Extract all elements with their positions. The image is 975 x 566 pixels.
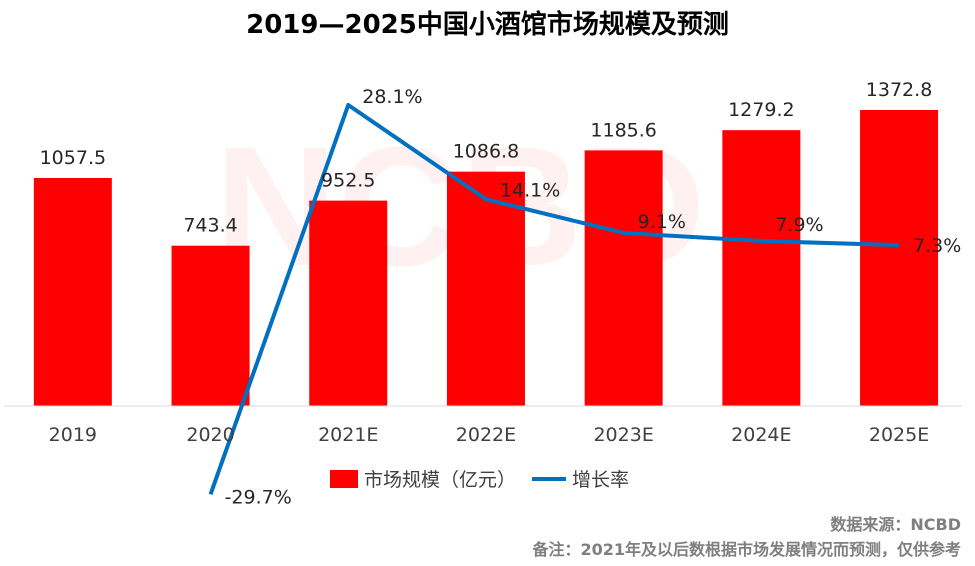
x-tick-label: 2019 <box>49 424 97 446</box>
bars-layer <box>33 110 939 406</box>
x-tick-label: 2022E <box>456 424 516 446</box>
growth-value-label: 7.3% <box>913 235 961 257</box>
footer: 数据来源：NCBD 备注：2021年及以后数根据市场发展情况而预测，仅供参考 <box>532 512 961 562</box>
bar-2021E <box>309 200 388 406</box>
bar-value-label: 1279.2 <box>728 99 794 121</box>
growth-value-label: 14.1% <box>500 179 560 201</box>
forecast-note: 备注：2021年及以后数根据市场发展情况而预测，仅供参考 <box>532 540 961 559</box>
x-tick-label: 2023E <box>593 424 653 446</box>
chart-title: 2019—2025中国小酒馆市场规模及预测 <box>246 10 729 40</box>
x-tick-label: 2021E <box>318 424 378 446</box>
legend: 市场规模（亿元） 增长率 <box>330 469 629 491</box>
bar-value-label: 1185.6 <box>590 119 656 141</box>
x-tick-label: 2024E <box>731 424 791 446</box>
legend-line-label: 增长率 <box>572 469 629 491</box>
bar-value-label: 1086.8 <box>453 141 519 163</box>
bar-value-label: 952.5 <box>321 170 375 192</box>
labels-layer: 1057.5 2019 743.4 2020 952.5 2021E 1086.8 2022E… <box>40 79 962 508</box>
bar-2023E <box>584 150 663 406</box>
growth-value-label: 28.1% <box>362 86 422 108</box>
bar-2019 <box>33 177 112 406</box>
growth-value-label: 9.1% <box>638 211 686 233</box>
bar-2020 <box>171 245 250 406</box>
growth-line <box>208 102 900 495</box>
bar-value-label: 1372.8 <box>866 79 932 101</box>
x-tick-label: 2025E <box>869 424 929 446</box>
legend-bar-swatch <box>330 470 358 488</box>
growth-value-label: 7.9% <box>775 214 823 236</box>
bar-2025E <box>860 110 939 406</box>
growth-value-label: -29.7% <box>225 486 292 508</box>
bar-value-label: 1057.5 <box>40 147 106 169</box>
source-note: 数据来源：NCBD <box>830 515 961 534</box>
legend-bar-label: 市场规模（亿元） <box>364 469 516 491</box>
bar-value-label: 743.4 <box>183 215 237 237</box>
growth-line-layer <box>208 102 900 495</box>
bar-2024E <box>722 130 801 406</box>
x-tick-label: 2020 <box>186 424 234 446</box>
bar-2022E <box>446 171 525 406</box>
